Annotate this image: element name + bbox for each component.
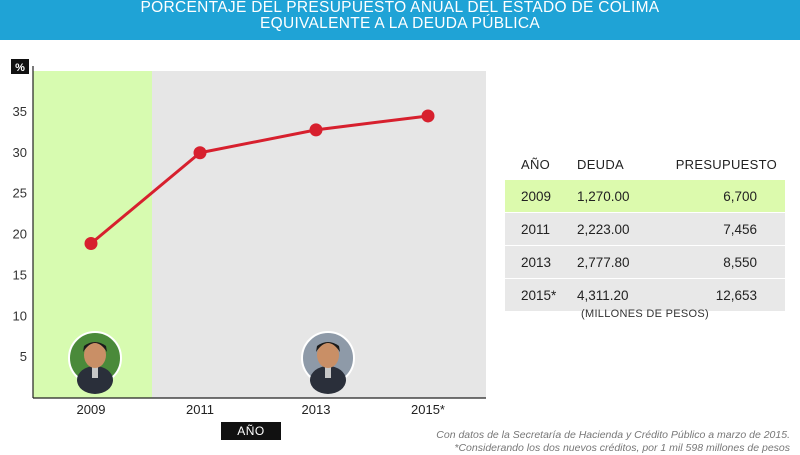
source-line-2: *Considerando los dos nuevos créditos, p… [454,442,790,454]
table-header-year: AÑO [521,156,551,172]
table-cell-budget: 12,653 [715,287,757,303]
y-tick-label: 30 [13,145,27,160]
data-point [421,109,435,123]
line-chart: 5 10 15 20 25 30 35 2009 2011 2013 2015* % AÑO [11,59,486,440]
x-axis-label-badge: AÑO [221,422,281,440]
y-tick-label: 10 [13,308,27,323]
table-cell-year: 2009 [521,188,552,204]
y-tick-label: 15 [13,267,27,282]
table-row: 2011 2,223.00 7,456 [505,213,785,245]
data-point [309,123,323,137]
y-tick-label: 20 [13,227,27,242]
page-title-line-1: PORCENTAJE DEL PRESUPUESTO ANUAL DEL EST… [140,0,660,16]
x-axis-label: AÑO [237,424,265,438]
y-axis-label: % [15,62,25,74]
table-header-budget: PRESUPUESTO [675,156,777,172]
table-cell-debt: 2,223.00 [577,221,630,237]
x-tick-label: 2011 [186,402,214,417]
table-cell-budget: 7,456 [723,221,757,237]
avatar-face [84,342,106,368]
table-row: 2015* 4,311.20 12,653 [505,279,785,311]
header-banner: PORCENTAJE DEL PRESUPUESTO ANUAL DEL EST… [0,0,800,40]
avatar-collar [325,366,331,378]
avatar-shoulders [77,366,113,394]
table-header-row: AÑO DEUDA PRESUPUESTO [505,148,785,180]
y-tick-label: 25 [13,186,27,201]
table-cell-debt: 2,777.80 [577,254,630,270]
chart-axes [32,66,486,399]
x-axis-ticks: 2009 2011 2013 2015* [77,402,445,417]
table-cell-budget: 6,700 [723,188,757,204]
data-point [84,236,98,250]
table-row: 2013 2,777.80 8,550 [505,246,785,278]
source-line-1: Con datos de la Secretaría de Hacienda y… [436,429,790,441]
avatar-collar [92,366,98,378]
table-cell-debt: 1,270.00 [577,188,630,204]
table-cell-year: 2013 [521,254,552,270]
avatar-hair [316,342,340,352]
y-axis-unit-badge: % [11,59,29,74]
source-note: Con datos de la Secretaría de Hacienda y… [370,429,790,455]
avatar-hair [83,342,107,352]
x-tick-label: 2015* [411,402,445,417]
y-tick-label: 35 [13,104,27,119]
portrait-icon [301,331,355,394]
table-header-debt: DEUDA [577,156,625,172]
y-axis-ticks: 5 10 15 20 25 30 35 [13,104,27,364]
table-cell-year: 2015* [521,287,557,303]
table-cell-budget: 8,550 [723,254,757,270]
y-tick-label: 5 [20,349,27,364]
data-point [193,146,207,160]
table-cell-debt: 4,311.20 [577,287,629,303]
table-row: 2009 1,270.00 6,700 [505,180,785,212]
series-layer [84,109,435,250]
avatar-layer [68,331,355,394]
table-cell-year: 2011 [521,221,551,237]
table-units-note: (MILLONES DE PESOS) [581,308,709,320]
avatar-shoulders [310,366,346,394]
x-tick-label: 2013 [302,402,331,417]
series-line [90,114,429,245]
portrait-icon [68,331,122,394]
page-title-line-2: EQUIVALENTE A LA DEUDA PÚBLICA [259,15,541,32]
avatar-face [317,342,339,368]
x-tick-label: 2009 [77,402,106,417]
data-table: AÑO DEUDA PRESUPUESTO 2009 1,270.00 6,70… [505,148,785,312]
